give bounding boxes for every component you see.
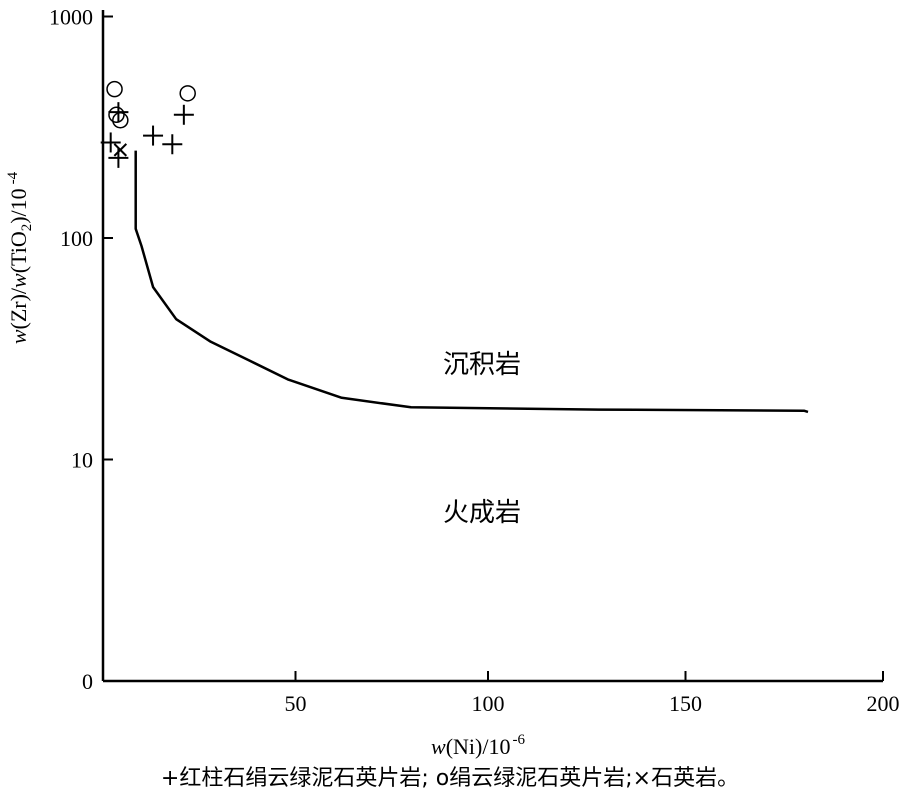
x-tick-label: 50 — [285, 691, 307, 716]
circle-marker — [179, 85, 196, 102]
region-label: 沉积岩 — [443, 350, 521, 380]
y-axis-label-w1: w — [6, 329, 31, 344]
axes — [101, 10, 883, 683]
y-tick-label: 1000 — [49, 5, 93, 30]
y-tick-label: 0 — [82, 669, 93, 694]
x-tick-label: 200 — [867, 691, 900, 716]
cross-marker — [113, 143, 128, 157]
plus-marker — [108, 102, 129, 123]
legend-caption: +红柱石绢云绿泥石英片岩; o绢云绿泥石英片岩;×石英岩。 — [160, 766, 740, 791]
y-axis-label-tio: (TiO — [6, 231, 31, 273]
points-group — [100, 80, 196, 168]
plus-marker — [162, 134, 183, 155]
boundary-line — [134, 150, 809, 414]
x-tick-label: 100 — [472, 691, 505, 716]
y-axis-label-sup: -4 — [5, 171, 21, 184]
y-axis-label-close: )/10 — [6, 188, 31, 223]
x-tick-label: 150 — [669, 691, 702, 716]
y-axis-label-w2: w — [6, 273, 31, 288]
x-axis-label-w: w — [431, 734, 446, 759]
y-axis-label-sub: 2 — [19, 224, 35, 232]
x-axis-label-ni: (Ni)/10 — [446, 734, 511, 759]
circle-marker — [112, 112, 129, 129]
plus-marker — [143, 125, 164, 146]
y-tick-label: 100 — [60, 226, 93, 251]
y-axis-label: w(Zr)/w(TiO2)/10-4 — [5, 171, 35, 344]
boundary-group — [134, 150, 809, 414]
y-axis-label-zr: (Zr)/ — [6, 287, 31, 329]
region-label: 火成岩 — [443, 498, 521, 528]
plus-marker — [100, 132, 121, 153]
circle-marker — [106, 80, 123, 98]
plus-marker — [173, 104, 194, 125]
circle-marker — [108, 106, 125, 124]
x-axis-label: w(Ni)/10 -6 — [431, 732, 525, 759]
x-axis-label-sup: -6 — [512, 732, 525, 748]
y-tick-label: 10 — [71, 448, 93, 473]
